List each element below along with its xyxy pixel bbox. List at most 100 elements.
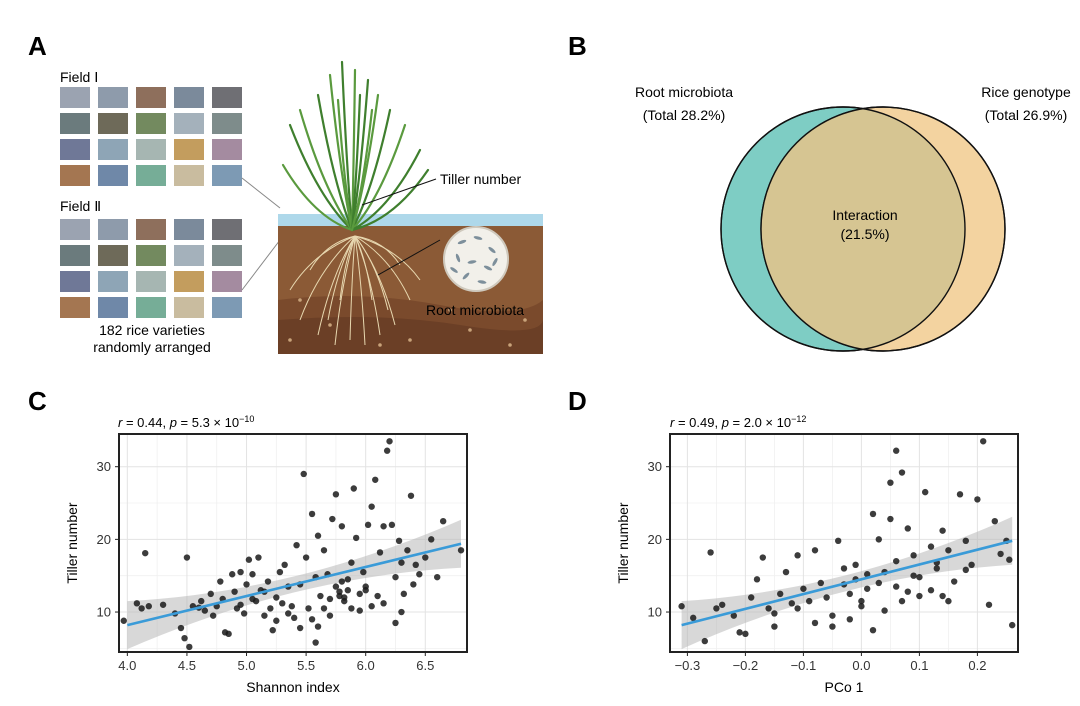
fit-line: [681, 539, 1013, 627]
plot-cell: [98, 113, 128, 134]
plot-cell: [98, 245, 128, 266]
plot-cell: [174, 113, 204, 134]
data-point: [794, 605, 801, 612]
data-point: [422, 554, 429, 561]
plot-cell: [212, 271, 242, 292]
data-point: [956, 491, 964, 498]
y-axis-label: Tiller number: [615, 502, 631, 584]
data-point: [240, 610, 248, 617]
data-point: [846, 590, 853, 598]
stat-label-d: r = 0.49, p = 2.0 × 10−12: [670, 414, 806, 430]
data-point: [201, 607, 209, 614]
soil-pebble: [328, 323, 332, 327]
plot-cell: [98, 87, 128, 108]
fit-line: [127, 542, 462, 627]
venn-left-label: Root microbiota: [635, 84, 733, 100]
data-point: [267, 605, 274, 612]
data-point: [811, 547, 819, 554]
venn-diagram: [720, 106, 1006, 352]
plot-cell: [98, 297, 128, 318]
data-point: [332, 491, 340, 498]
data-point: [261, 612, 268, 619]
data-point: [869, 510, 877, 518]
data-point: [209, 612, 217, 619]
data-point: [273, 594, 280, 601]
microbe: [462, 272, 470, 280]
data-point: [332, 583, 340, 590]
x-tick-label: −0.3: [675, 658, 701, 673]
stat-label-c: r = 0.44, p = 5.3 × 10−10: [118, 414, 254, 430]
data-point: [225, 630, 232, 638]
data-point: [308, 616, 316, 623]
data-point: [887, 479, 894, 486]
data-point: [974, 496, 981, 503]
x-axis-label: PCo 1: [825, 679, 864, 695]
data-point: [765, 605, 772, 612]
data-point: [898, 597, 906, 605]
rice-leaf: [350, 148, 422, 232]
plot-cell: [60, 87, 90, 108]
data-point: [360, 568, 367, 576]
data-point: [457, 547, 465, 554]
y-tick-label: 20: [97, 532, 111, 547]
data-point: [933, 565, 940, 572]
data-point: [138, 605, 145, 612]
data-point: [991, 518, 998, 525]
data-point: [142, 549, 149, 557]
data-point: [288, 603, 296, 610]
data-point: [910, 552, 917, 559]
plot-cell: [60, 271, 90, 292]
data-point: [875, 536, 882, 543]
plot-cell: [98, 165, 128, 186]
data-point: [985, 601, 993, 608]
plot-cell: [212, 165, 242, 186]
data-point: [771, 623, 778, 630]
data-point: [904, 588, 911, 595]
data-point: [904, 525, 911, 532]
scatter-chart-d: −0.3 −0.2 −0.1 0.0 0.1 0.2 10 20 30 PCo 1 Tiller n…: [615, 433, 1019, 695]
connector-line-2: [241, 239, 281, 291]
data-point: [939, 592, 946, 600]
plot-cell: [174, 139, 204, 160]
data-point: [285, 610, 292, 617]
root-strand: [349, 235, 356, 341]
x-tick-label: −0.1: [791, 658, 817, 673]
data-point: [312, 639, 319, 646]
root-strand: [334, 235, 356, 346]
data-point: [380, 600, 387, 607]
data-point: [806, 597, 813, 605]
x-tick-label: 6.5: [416, 658, 434, 673]
plot-cell: [174, 165, 204, 186]
rice-leaf: [316, 93, 354, 232]
data-point: [742, 630, 749, 638]
data-point: [388, 521, 396, 529]
field2-grid: [60, 219, 242, 318]
rice-leaf: [336, 98, 354, 232]
soil-pebble: [288, 338, 292, 342]
data-point: [1006, 556, 1013, 563]
data-point: [788, 600, 795, 607]
scatter-chart-c: 4.0 4.5 5.0 5.5 6.0 6.5 10 20 30 Shannon index Til…: [64, 433, 468, 695]
plot-cell: [60, 165, 90, 186]
microbe: [492, 258, 498, 266]
plot-cell: [60, 139, 90, 160]
microbiota-pointer: [377, 239, 441, 276]
data-point: [858, 603, 865, 610]
data-point: [829, 623, 836, 630]
data-point: [386, 438, 393, 445]
data-point: [893, 557, 900, 565]
plot-cell: [136, 87, 166, 108]
data-point: [407, 492, 415, 499]
data-point: [858, 597, 865, 605]
plot-cell: [212, 87, 242, 108]
data-point: [300, 470, 307, 478]
plot-cell: [174, 87, 204, 108]
rice-leaf: [281, 163, 354, 232]
root-strand: [299, 235, 356, 321]
data-point: [296, 624, 304, 632]
data-point: [846, 616, 853, 623]
data-point: [398, 559, 405, 566]
data-point: [237, 601, 244, 608]
data-point: [730, 612, 737, 619]
data-point: [898, 469, 906, 476]
